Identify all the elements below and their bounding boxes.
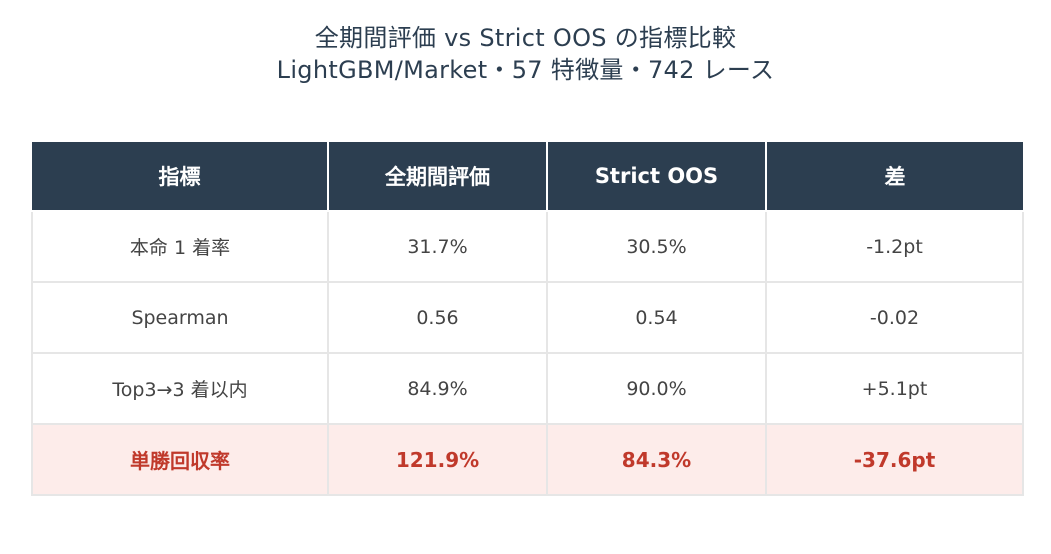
- table-row: 本命 1 着率 31.7% 30.5% -1.2pt: [31, 210, 1024, 283]
- cell-strict-oos: 30.5%: [546, 210, 767, 283]
- cell-metric: 単勝回収率: [31, 423, 329, 496]
- cell-difference: -37.6pt: [765, 423, 1024, 496]
- cell-difference: +5.1pt: [765, 352, 1024, 425]
- header-full-period: 全期間評価: [327, 142, 548, 212]
- cell-strict-oos: 84.3%: [546, 423, 767, 496]
- header-row: 指標 全期間評価 Strict OOS 差: [32, 142, 1023, 212]
- cell-difference: -0.02: [765, 281, 1024, 354]
- cell-strict-oos: 90.0%: [546, 352, 767, 425]
- cell-metric: 本命 1 着率: [31, 210, 329, 283]
- header-difference: 差: [765, 142, 1023, 212]
- cell-strict-oos: 0.54: [546, 281, 767, 354]
- cell-full-period: 84.9%: [327, 352, 548, 425]
- cell-metric: Spearman: [31, 281, 329, 354]
- title-line-2: LightGBM/Market・57 特徴量・742 レース: [276, 56, 775, 84]
- table-row-highlight: 単勝回収率 121.9% 84.3% -37.6pt: [31, 423, 1024, 496]
- chart-title: 全期間評価 vs Strict OOS の指標比較 LightGBM/Marke…: [0, 22, 1051, 86]
- cell-full-period: 121.9%: [327, 423, 548, 496]
- cell-full-period: 0.56: [327, 281, 548, 354]
- cell-full-period: 31.7%: [327, 210, 548, 283]
- table-row: Spearman 0.56 0.54 -0.02: [31, 281, 1024, 354]
- header-strict-oos: Strict OOS: [546, 142, 767, 212]
- comparison-table: 指標 全期間評価 Strict OOS 差 本命 1 着率 31.7% 30.5…: [31, 142, 1024, 496]
- header-metric: 指標: [32, 142, 329, 212]
- cell-metric: Top3→3 着以内: [31, 352, 329, 425]
- cell-difference: -1.2pt: [765, 210, 1024, 283]
- table-row: Top3→3 着以内 84.9% 90.0% +5.1pt: [31, 352, 1024, 425]
- title-line-1: 全期間評価 vs Strict OOS の指標比較: [314, 24, 737, 52]
